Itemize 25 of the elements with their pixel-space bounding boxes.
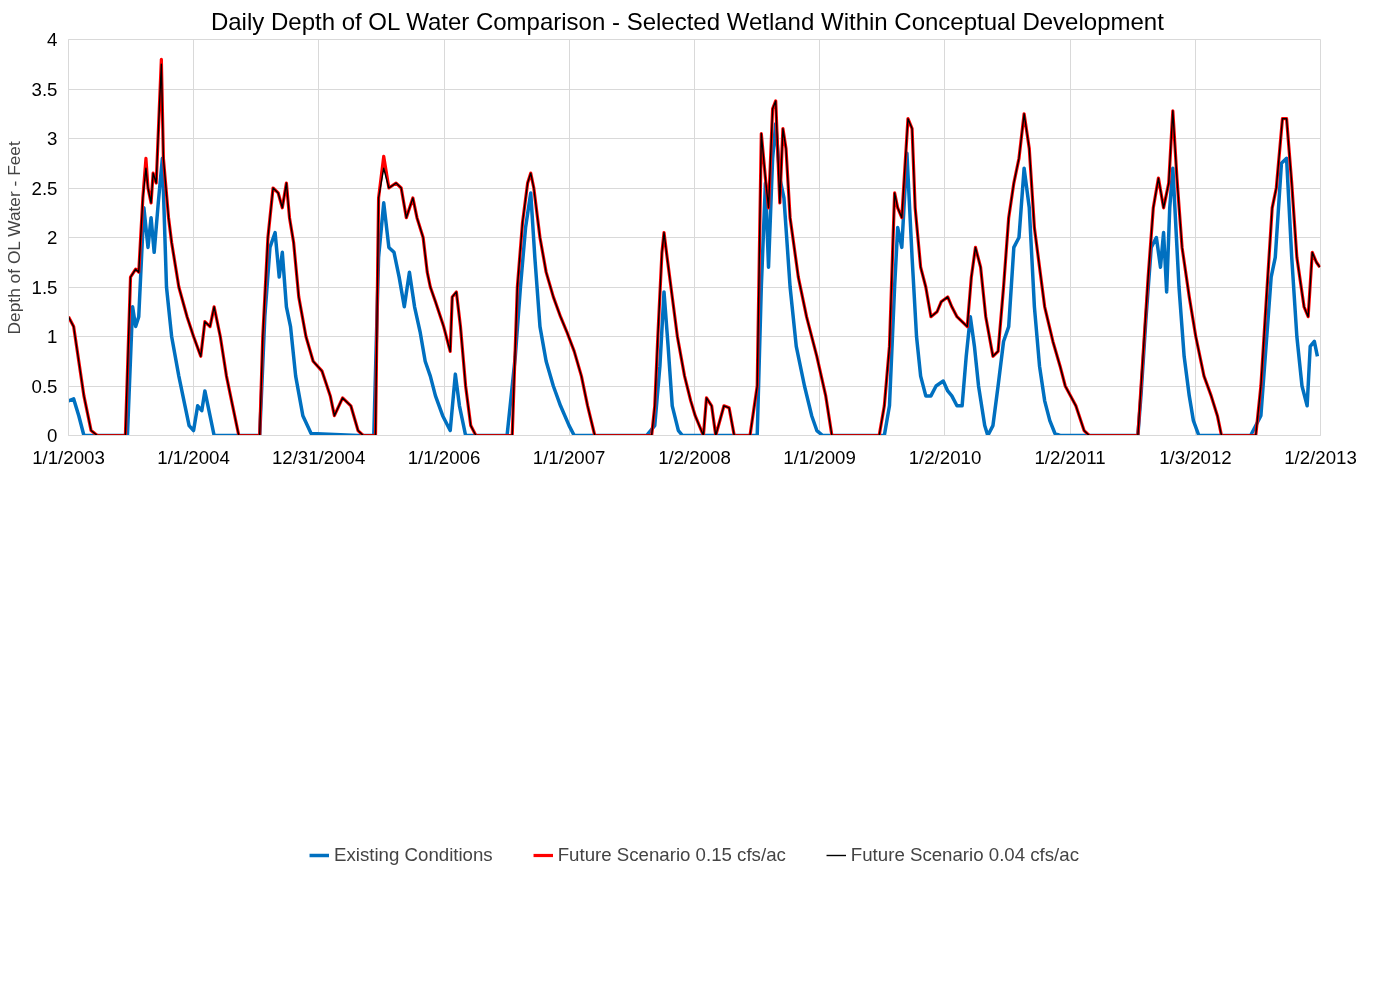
x-tick-label: 1/1/2009 (783, 446, 856, 468)
legend-label: Future Scenario 0.04 cfs/ac (850, 843, 1079, 866)
y-tick-label: 0.5 (31, 375, 58, 397)
legend-label: Existing Conditions (334, 843, 493, 866)
legend-label: Future Scenario 0.15 cfs/ac (557, 843, 786, 866)
y-tick-label: 0 (47, 425, 58, 446)
x-tick-label: 1/2/2008 (658, 446, 731, 468)
y-tick-label: 1 (47, 326, 58, 347)
chart-title: Daily Depth of OL Water Comparison - Selected Wetland Within Conceptual Development (210, 7, 1165, 35)
x-tick-label: 1/1/2006 (407, 446, 481, 468)
x-tick-label: 1/2/2013 (1284, 446, 1357, 468)
x-tick-label: 1/1/2003 (32, 446, 105, 468)
y-tick-label: 1.5 (31, 276, 58, 298)
x-tick-label: 1/1/2007 (532, 446, 606, 468)
y-tick-label: 4 (47, 29, 58, 50)
y-tick-label: 2.5 (31, 177, 58, 199)
y-tick-label: 3 (47, 128, 58, 149)
x-tick-label: 1/1/2004 (157, 446, 230, 468)
x-tick-label: 1/2/2010 (908, 446, 982, 468)
x-tick-label: 1/3/2012 (1159, 446, 1232, 468)
y-tick-label: 2 (47, 227, 58, 248)
y-axis-title: Depth of OL Water - Feet (3, 141, 24, 335)
y-tick-label: 3.5 (31, 78, 58, 100)
x-tick-label: 12/31/2004 (271, 446, 366, 468)
x-tick-label: 1/2/2011 (1034, 446, 1106, 468)
